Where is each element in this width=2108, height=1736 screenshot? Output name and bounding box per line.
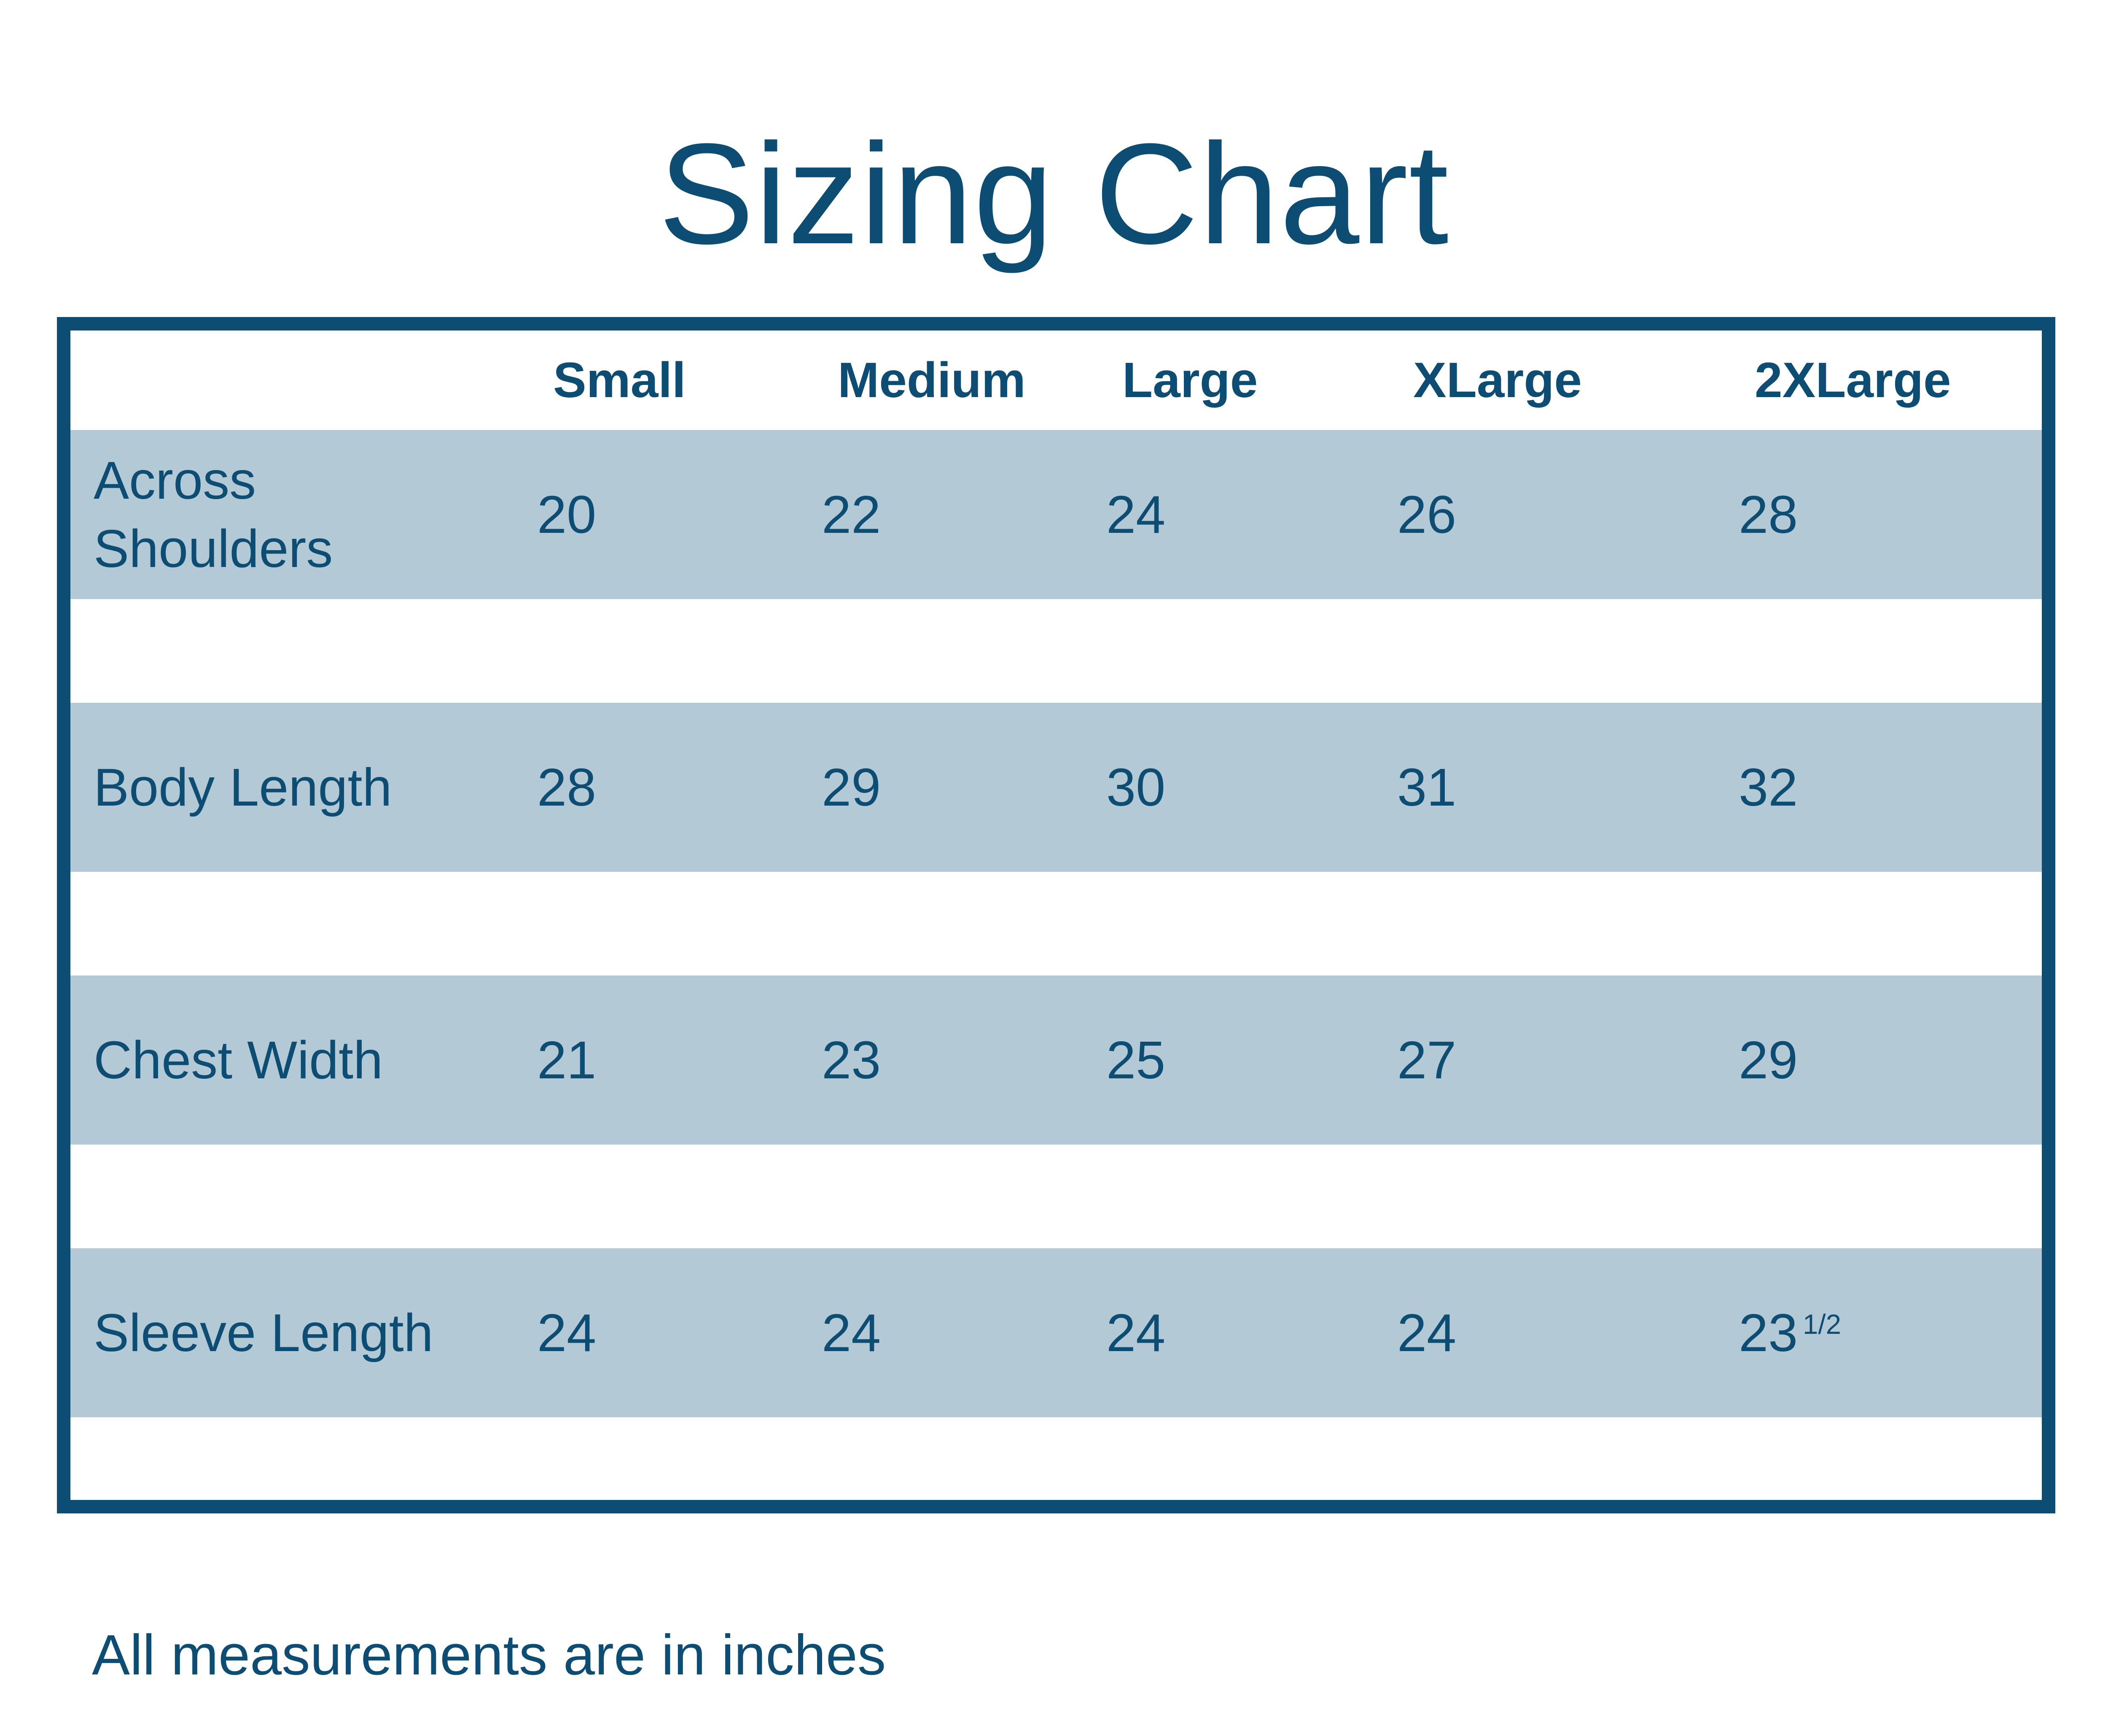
cell-value: 31 <box>1390 757 1732 818</box>
cell-value: 29 <box>1732 1029 2042 1091</box>
column-header-large: Large <box>1122 352 1258 408</box>
cell-value: 23 <box>815 1029 1099 1091</box>
column-header-medium: Medium <box>838 352 1026 408</box>
cell-value: 28 <box>1732 484 2042 545</box>
cell-value: 25 <box>1099 1029 1390 1091</box>
cell-value: 24 <box>530 1302 815 1363</box>
table-row-body-length: Body Length 28 29 30 31 32 <box>70 703 2042 872</box>
row-label: Body Length <box>94 757 392 817</box>
column-header-small: Small <box>553 352 686 408</box>
value-text: 22 <box>822 485 881 544</box>
value-text: 28 <box>1739 485 1798 544</box>
fraction-superscript: 1/2 <box>1802 1309 1841 1340</box>
cell-value: 20 <box>530 484 815 545</box>
cell-value: 24 <box>1099 484 1390 545</box>
table-spacer-row <box>70 599 2042 703</box>
column-header-xlarge: XLarge <box>1413 352 1582 408</box>
cell-value: 27 <box>1390 1029 1732 1091</box>
row-label: Chest Width <box>94 1030 383 1090</box>
row-label: Sleeve Length <box>94 1303 433 1362</box>
cell-value: 23 1/2 <box>1732 1302 2042 1363</box>
table-row-across-shoulders: Across Shoulders 20 22 24 26 28 <box>70 430 2042 599</box>
value-text: 24 <box>1397 1303 1457 1362</box>
sizing-table: Small Medium Large XLarge 2XLarge Across… <box>57 317 2055 1513</box>
value-text: 23 <box>822 1030 881 1090</box>
value-text: 28 <box>537 758 597 817</box>
cell-value: 29 <box>815 757 1099 818</box>
page-title: Sizing Chart <box>659 114 1449 274</box>
table-row-chest-width: Chest Width 21 23 25 27 29 <box>70 975 2042 1145</box>
cell-value: 21 <box>530 1029 815 1091</box>
value-text: 29 <box>1739 1030 1798 1090</box>
measurements-footnote: All measurements are in inches <box>92 1623 886 1687</box>
value-text: 24 <box>1106 485 1166 544</box>
cell-value: 32 <box>1732 757 2042 818</box>
cell-value: 30 <box>1099 757 1390 818</box>
value-text: 24 <box>537 1303 597 1362</box>
value-text: 29 <box>822 758 881 817</box>
value-text: 24 <box>1106 1303 1166 1362</box>
value-text: 24 <box>822 1303 881 1362</box>
value-text: 32 <box>1739 758 1798 817</box>
table-spacer-row <box>70 872 2042 975</box>
table-row-sleeve-length: Sleeve Length 24 24 24 24 23 1/2 <box>70 1248 2042 1417</box>
value-text: 31 <box>1397 758 1457 817</box>
value-text: 26 <box>1397 485 1457 544</box>
table-header-row: Small Medium Large XLarge 2XLarge <box>70 331 2042 430</box>
value-text: 21 <box>537 1030 597 1090</box>
cell-value: 24 <box>815 1302 1099 1363</box>
value-text: 20 <box>537 485 597 544</box>
table-spacer-row <box>70 1145 2042 1248</box>
cell-value: 24 <box>1099 1302 1390 1363</box>
cell-value: 24 <box>1390 1302 1732 1363</box>
cell-value: 22 <box>815 484 1099 545</box>
column-header-2xlarge: 2XLarge <box>1755 352 1951 408</box>
value-text: 27 <box>1397 1030 1457 1090</box>
value-text: 30 <box>1106 758 1166 817</box>
value-text: 23 <box>1739 1303 1798 1362</box>
row-label: Across Shoulders <box>94 451 333 578</box>
table-bottom-padding <box>70 1417 2042 1500</box>
value-text: 25 <box>1106 1030 1166 1090</box>
cell-value: 26 <box>1390 484 1732 545</box>
cell-value: 28 <box>530 757 815 818</box>
